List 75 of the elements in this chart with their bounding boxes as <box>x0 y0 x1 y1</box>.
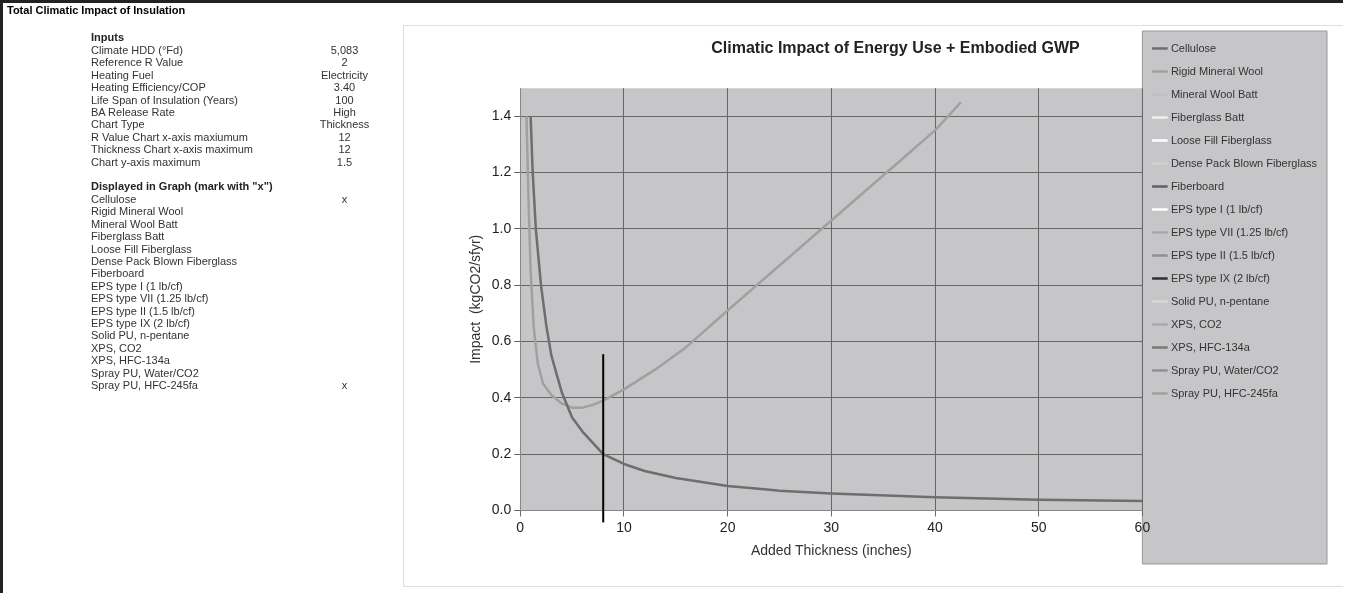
category-label: Fiberglass Batt <box>91 230 166 243</box>
text: 1.5 <box>336 155 353 168</box>
category-label: Chart y-axis maximum <box>91 155 202 169</box>
y-tick-label: 0.2 <box>491 444 512 461</box>
x-tick-label: 50 <box>1030 518 1047 535</box>
legend-label: Solid PU, n-pentane <box>1170 294 1270 307</box>
text: 12 <box>338 143 351 156</box>
x-tick-label: 20 <box>719 518 736 535</box>
legend-label: Rigid Mineral Wool <box>1170 64 1263 77</box>
text: 2 <box>341 56 348 69</box>
category-label: Climate HDD (°Fd) <box>91 44 184 57</box>
y-tick-label: 1.2 <box>491 163 512 180</box>
x-axis-title: Added Thickness (inches) <box>750 542 912 559</box>
text: 100 <box>335 93 354 106</box>
text: 3.40 <box>333 81 356 94</box>
legend-label: Spray PU, Water/CO2 <box>1170 363 1279 376</box>
legend-label: Mineral Wool Batt <box>1170 87 1258 100</box>
category-label: Dense Pack Blown Fiberglass <box>91 255 239 268</box>
category-label: Life Span of Insulation (Years) <box>91 93 239 107</box>
text: Thickness <box>319 118 370 131</box>
category-label: Solid PU, n-pentane <box>91 329 191 342</box>
legend-label: EPS type IX (2 lb/cf) <box>1170 271 1270 284</box>
y-tick-label: 0.4 <box>491 388 512 405</box>
x-tick-label: 40 <box>927 518 943 535</box>
legend-label: Fiberboard <box>1170 179 1225 192</box>
text: High <box>333 106 356 119</box>
category-label: Reference R Value <box>91 56 185 69</box>
legend-label: Dense Pack Blown Fiberglass <box>1170 156 1318 169</box>
category-label: Cellulose <box>91 193 138 206</box>
category-label: Fiberboard <box>91 267 146 280</box>
y-tick-label: 0.6 <box>491 332 512 349</box>
x-tick-label: 0 <box>516 518 525 535</box>
legend-label: XPS, CO2 <box>1170 317 1222 330</box>
text: Electricity <box>320 68 369 81</box>
legend-label: Cellulose <box>1170 41 1217 54</box>
category-label: XPS, CO2 <box>91 341 143 355</box>
category-label: BA Release Rate <box>91 106 176 119</box>
category-label: Heating Fuel <box>91 68 155 82</box>
y-tick-label: 1.4 <box>491 107 512 124</box>
category-label: EPS type IX (2 lb/cf) <box>91 317 192 330</box>
category-label: Heating Efficiency/COP <box>91 81 207 94</box>
chart-title: Climatic Impact of Energy Use + Embodied GWP <box>711 39 1081 57</box>
category-label: Rigid Mineral Wool <box>91 205 185 218</box>
legend-label: Loose Fill Fiberglass <box>1170 133 1273 146</box>
category-label: R Value Chart x-axis maxiumum <box>91 130 249 144</box>
y-axis-title: Impact (kgCO2/sfyr) <box>467 234 484 364</box>
category-label: Chart Type <box>91 118 146 131</box>
text: Inputs <box>91 31 125 44</box>
legend-label: Fiberglass Batt <box>1170 110 1245 123</box>
legend-label: EPS type VII (1.25 lb/cf) <box>1170 225 1289 238</box>
x-tick-label: 10 <box>616 518 632 535</box>
legend-label: Spray PU, HFC-245fa <box>1170 386 1279 399</box>
text: 12 <box>338 130 351 143</box>
text: x <box>341 193 348 205</box>
text: x <box>341 379 348 392</box>
text: Total Climatic Impact of Insulation <box>7 4 186 16</box>
text: 5,083 <box>330 44 359 56</box>
y-tick-label: 0.8 <box>491 276 512 293</box>
category-label: Loose Fill Fiberglass <box>91 242 193 256</box>
category-label: Thickness Chart x-axis maximum <box>91 143 254 156</box>
legend-label: EPS type I (1 lb/cf) <box>1170 202 1263 215</box>
category-label: EPS type I (1 lb/cf) <box>91 279 184 293</box>
x-tick-label: 60 <box>1134 518 1151 535</box>
category-label: Mineral Wool Batt <box>91 217 179 231</box>
category-label: Spray PU, HFC-245fa <box>91 379 199 392</box>
y-tick-label: 0.0 <box>491 501 512 518</box>
x-tick-label: 30 <box>823 518 840 535</box>
legend-label: EPS type II (1.5 lb/cf) <box>1170 248 1275 261</box>
category-label: EPS type VII (1.25 lb/cf) <box>91 292 210 305</box>
y-tick-label: 1.0 <box>491 219 512 236</box>
category-label: EPS type II (1.5 lb/cf) <box>91 304 196 318</box>
category-label: Spray PU, Water/CO2 <box>91 366 200 380</box>
text: Displayed in Graph (mark with "x") <box>91 180 274 193</box>
category-label: XPS, HFC-134a <box>91 354 171 367</box>
legend-label: XPS, HFC-134a <box>1170 340 1251 353</box>
